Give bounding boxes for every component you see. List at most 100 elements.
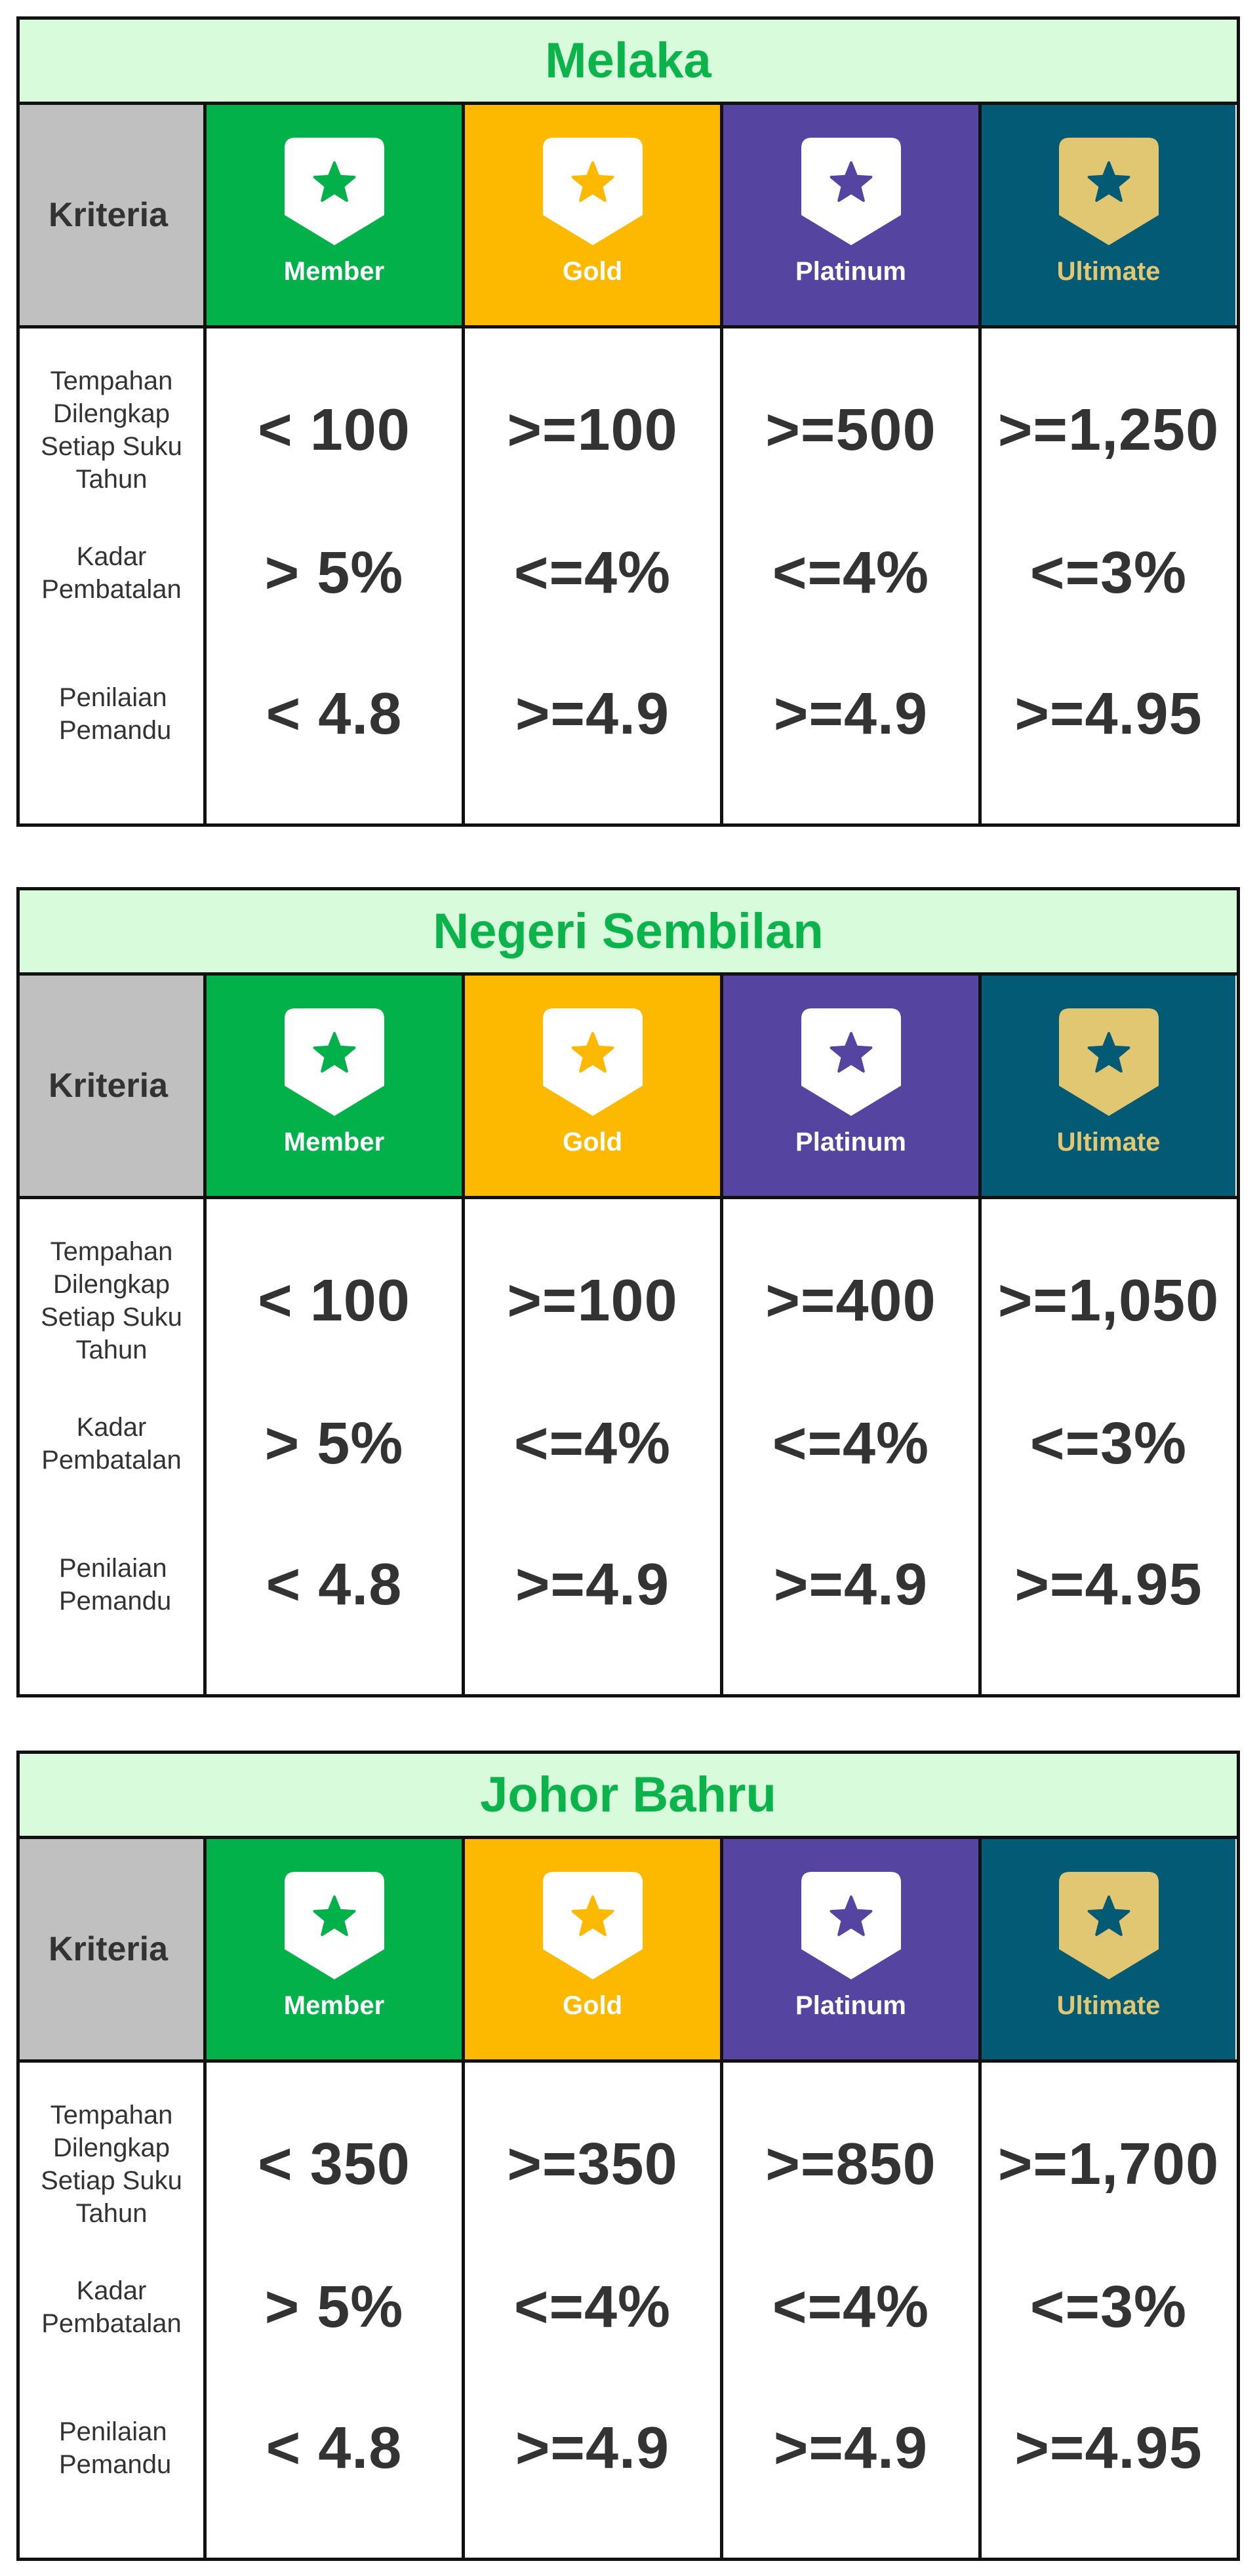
tier-name: Platinum: [795, 1128, 906, 1157]
tier-header-gold: Gold: [462, 976, 720, 1196]
region-title: Melaka: [20, 20, 1237, 105]
threshold-value: <=3%: [1029, 1411, 1188, 1476]
star-badge-icon: [801, 138, 901, 245]
tier-name: Platinum: [795, 257, 906, 286]
tier-name: Gold: [562, 257, 623, 286]
threshold-value: >=4.9: [515, 681, 670, 747]
region-table: Negeri Sembilan Kriteria Member Gold Platinu…: [16, 887, 1240, 1697]
star-badge-icon: [1058, 138, 1159, 245]
threshold-value: >=1,050: [997, 1268, 1220, 1334]
threshold-value: >=1,700: [997, 2131, 1220, 2197]
star-badge-icon: [801, 1872, 901, 1979]
star-badge-icon: [801, 1008, 901, 1116]
threshold-value: >=1,250: [997, 397, 1220, 463]
threshold-value: >=4.9: [773, 1552, 929, 1617]
criteria-column: Tempahan Dilengkap Setiap Suku Tahun Kada…: [20, 328, 203, 823]
criteria-column: Tempahan Dilengkap Setiap Suku Tahun Kada…: [20, 1199, 203, 1694]
threshold-value: >=850: [765, 2131, 936, 2197]
criteria-header: Kriteria: [20, 976, 203, 1196]
region-title: Johor Bahru: [20, 1754, 1237, 1839]
threshold-value: < 4.8: [266, 681, 403, 747]
region-table: Melaka Kriteria Member Gold Platinum Ultimate…: [16, 16, 1240, 827]
tier-name: Gold: [562, 1991, 623, 2020]
star-badge-icon: [284, 1872, 384, 1979]
threshold-value: >=4.9: [515, 2415, 670, 2481]
criteria-column: Tempahan Dilengkap Setiap Suku Tahun Kada…: [20, 2063, 203, 2558]
threshold-value: <=4%: [513, 2274, 671, 2340]
tier-header-gold: Gold: [462, 1839, 720, 2059]
tier-header-member: Member: [203, 1839, 462, 2059]
threshold-value: < 100: [258, 1268, 410, 1334]
threshold-value: > 5%: [264, 2274, 404, 2340]
criteria-label: Kadar Pembatalan: [41, 2276, 182, 2338]
tier-name: Member: [283, 1991, 385, 2020]
star-badge-icon: [1058, 1008, 1159, 1116]
threshold-value: <=3%: [1029, 2274, 1188, 2340]
tier-name: Gold: [562, 1128, 623, 1157]
threshold-value: >=4.95: [1014, 681, 1203, 747]
tier-column-member: < 100 > 5% < 4.8: [203, 1199, 462, 1694]
criteria-label: Tempahan Dilengkap Setiap Suku Tahun: [41, 1237, 182, 1364]
tier-header-row: Kriteria Member Gold Platinum Ultimate: [20, 976, 1237, 1199]
tier-column-ultimate: >=1,700 <=3% >=4.95: [978, 2063, 1235, 2558]
threshold-value: <=4%: [513, 540, 671, 606]
tier-header-member: Member: [203, 976, 462, 1196]
star-badge-icon: [1058, 1872, 1159, 1979]
tier-name: Member: [283, 1128, 385, 1157]
tier-header-gold: Gold: [462, 105, 720, 325]
tier-column-member: < 350 > 5% < 4.8: [203, 2063, 462, 2558]
threshold-value: <=3%: [1029, 540, 1188, 606]
threshold-value: <=4%: [772, 540, 930, 606]
tier-header-ultimate: Ultimate: [978, 1839, 1235, 2059]
tier-name: Ultimate: [1056, 1991, 1161, 2020]
tier-header-ultimate: Ultimate: [978, 105, 1235, 325]
threshold-value: <=4%: [772, 2274, 930, 2340]
criteria-header: Kriteria: [20, 105, 203, 325]
criteria-header: Kriteria: [20, 1839, 203, 2059]
tier-column-platinum: >=500 <=4% >=4.9: [720, 328, 978, 823]
threshold-value: >=100: [507, 397, 678, 463]
tier-column-platinum: >=850 <=4% >=4.9: [720, 2063, 978, 2558]
tier-name: Platinum: [795, 1991, 906, 2020]
tier-name: Ultimate: [1056, 1128, 1161, 1157]
criteria-label: Kadar Pembatalan: [41, 542, 182, 604]
star-badge-icon: [542, 1008, 643, 1116]
criteria-label: Penilaian Pemandu: [59, 2417, 172, 2479]
criteria-body: Tempahan Dilengkap Setiap Suku Tahun Kada…: [20, 1199, 1237, 1694]
threshold-value: >=4.95: [1014, 2415, 1203, 2481]
threshold-value: >=4.95: [1014, 1552, 1203, 1617]
tier-name: Ultimate: [1056, 257, 1161, 286]
star-badge-icon: [284, 1008, 384, 1116]
region-title: Negeri Sembilan: [20, 890, 1237, 976]
criteria-label: Penilaian Pemandu: [59, 683, 172, 745]
star-badge-icon: [542, 1872, 643, 1979]
criteria-label: Penilaian Pemandu: [59, 1554, 172, 1615]
criteria-label: Kadar Pembatalan: [41, 1413, 182, 1475]
threshold-value: < 350: [258, 2131, 410, 2197]
tier-column-platinum: >=400 <=4% >=4.9: [720, 1199, 978, 1694]
threshold-value: >=4.9: [773, 2415, 929, 2481]
tier-column-member: < 100 > 5% < 4.8: [203, 328, 462, 823]
threshold-value: >=4.9: [515, 1552, 670, 1617]
tier-column-ultimate: >=1,250 <=3% >=4.95: [978, 328, 1235, 823]
tier-column-gold: >=350 <=4% >=4.9: [462, 2063, 720, 2558]
tier-column-gold: >=100 <=4% >=4.9: [462, 1199, 720, 1694]
threshold-value: < 4.8: [266, 1552, 403, 1617]
tier-column-gold: >=100 <=4% >=4.9: [462, 328, 720, 823]
tier-header-row: Kriteria Member Gold Platinum Ultimate: [20, 105, 1237, 328]
threshold-value: < 4.8: [266, 2415, 403, 2481]
tier-header-ultimate: Ultimate: [978, 976, 1235, 1196]
star-badge-icon: [284, 138, 384, 245]
tier-name: Member: [283, 257, 385, 286]
criteria-body: Tempahan Dilengkap Setiap Suku Tahun Kada…: [20, 328, 1237, 823]
threshold-value: >=350: [507, 2131, 678, 2197]
tier-header-member: Member: [203, 105, 462, 325]
tier-header-platinum: Platinum: [720, 105, 978, 325]
threshold-value: >=500: [765, 397, 936, 463]
tier-header-platinum: Platinum: [720, 1839, 978, 2059]
region-table: Johor Bahru Kriteria Member Gold Platinum Ult…: [16, 1751, 1240, 2561]
criteria-label: Tempahan Dilengkap Setiap Suku Tahun: [41, 2101, 182, 2228]
threshold-value: < 100: [258, 397, 410, 463]
tier-header-row: Kriteria Member Gold Platinum Ultimate: [20, 1839, 1237, 2063]
threshold-value: <=4%: [513, 1411, 671, 1476]
